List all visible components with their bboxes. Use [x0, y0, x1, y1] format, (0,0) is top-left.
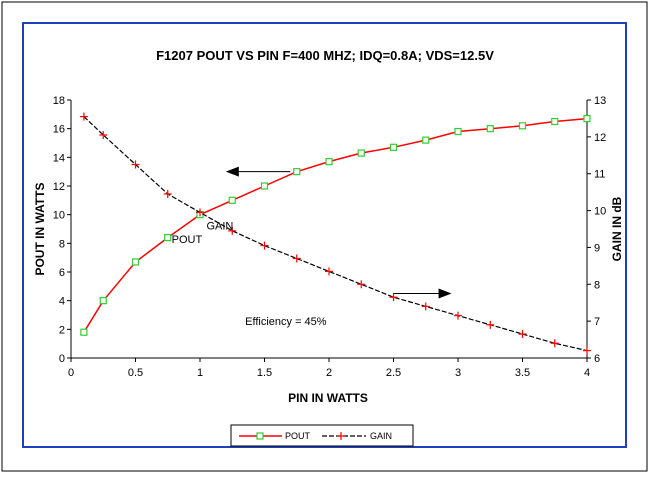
y-tick-label-6: 12 [53, 181, 65, 193]
series [79, 112, 591, 355]
y2-tick-label-4: 10 [594, 206, 606, 218]
arrow-left-0 [225, 166, 291, 177]
chart-title: F1207 POUT VS PIN F=400 MHZ; IDQ=0.8A; V… [156, 48, 494, 63]
y-tick-label-8: 16 [53, 124, 65, 136]
gain-point-11 [421, 302, 430, 311]
x-tick-label-2: 1 [197, 367, 203, 379]
y2-tick-label-7: 13 [594, 95, 606, 107]
pout-point-2 [131, 258, 140, 266]
gain-point-6 [260, 241, 269, 250]
legend-gain-label: GAIN [370, 431, 392, 441]
y-tick-label-5: 10 [53, 210, 65, 222]
y-tick-label-3: 6 [59, 267, 65, 279]
pout-point-10 [389, 143, 398, 151]
legend-pout-marker [256, 432, 264, 440]
pout-point-5 [228, 196, 236, 204]
y2-tick-label-5: 11 [594, 169, 605, 181]
arrow-right-1 [393, 288, 452, 299]
pout-point-16 [583, 115, 591, 123]
chart-area-border [22, 22, 627, 448]
legend: POUT GAIN [230, 424, 414, 447]
y-tick-label-9: 18 [53, 95, 65, 107]
pout-point-7 [293, 168, 301, 176]
y2-tick-label-6: 12 [594, 132, 606, 144]
y-tick-label-2: 4 [59, 296, 65, 308]
x-tick-label-1: 0.5 [128, 367, 143, 379]
legend-gain-marker [337, 432, 345, 440]
gain-point-10 [389, 293, 398, 302]
gain-point-2 [131, 160, 140, 169]
gain-point-16 [583, 346, 591, 355]
pout-point-13 [486, 125, 494, 133]
gain-point-13 [486, 320, 495, 329]
gain-point-12 [454, 311, 462, 320]
pout-point-1 [99, 297, 107, 305]
x-tick-label-6: 3 [455, 367, 461, 379]
pout-point-6 [260, 182, 269, 190]
y-tick-label-1: 2 [59, 324, 65, 336]
gain-point-9 [357, 280, 366, 289]
annotation-2: Efficiency = 45% [245, 316, 327, 328]
y-tick-label-7: 14 [53, 152, 65, 164]
gain-point-7 [292, 254, 301, 263]
pout-point-15 [551, 117, 559, 126]
gain-point-14 [518, 330, 527, 339]
y-tick-label-0: 0 [59, 353, 65, 365]
y2-tick-label-0: 6 [594, 353, 600, 365]
pout-point-0 [80, 328, 88, 336]
arrow-head-0 [225, 166, 239, 177]
pout-point-12 [454, 127, 462, 136]
pout-point-9 [357, 149, 365, 157]
pout-point-11 [422, 136, 430, 144]
pout-point-14 [518, 122, 527, 130]
x-tick-label-7: 3.5 [515, 367, 530, 379]
x-axis-label: PIN IN WATTS [288, 391, 368, 405]
annotation-0: POUT [172, 234, 203, 246]
gain-point-5 [228, 226, 237, 235]
y2-tick-label-3: 9 [594, 242, 600, 254]
pout-point-3 [164, 234, 172, 242]
gain-point-4 [196, 208, 204, 217]
x-tick-label-3: 1.5 [257, 367, 272, 379]
x-tick-label-5: 2.5 [386, 367, 401, 379]
arrow-head-1 [438, 288, 452, 299]
y-tick-label-4: 8 [59, 238, 65, 250]
legend-pout-label: POUT [285, 431, 311, 441]
y2-tick-label-2: 8 [594, 279, 600, 291]
annotation-1: GAIN [206, 220, 233, 232]
pout-point-8 [325, 158, 333, 166]
y2-tick-label-1: 7 [594, 316, 600, 328]
gain-point-3 [163, 189, 172, 198]
gain-point-8 [325, 267, 333, 276]
series-line-gain [83, 116, 588, 352]
gain-point-0 [79, 112, 88, 121]
x-tick-label-0: 0 [68, 367, 74, 379]
gain-point-15 [550, 339, 559, 348]
y2-axis-label: GAIN IN dB [610, 196, 624, 261]
y-axis-label: POUT IN WATTS [33, 182, 47, 275]
axes: 0 0.5 1 1.5 2 2.5 3 3.5 402468101214161867891011… [53, 95, 607, 379]
x-tick-label-8: 4 [584, 367, 590, 379]
x-tick-label-4: 2 [326, 367, 332, 379]
gain-point-1 [99, 131, 108, 140]
